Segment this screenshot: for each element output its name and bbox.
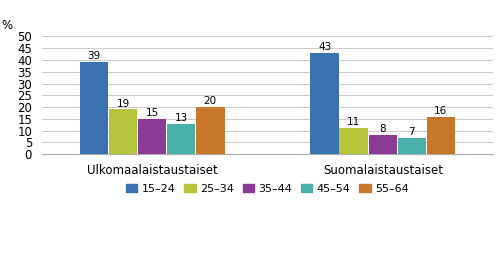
Text: %: % <box>1 19 12 32</box>
Bar <box>310 53 339 154</box>
Text: 13: 13 <box>174 113 188 123</box>
Text: 11: 11 <box>347 117 360 127</box>
Text: 8: 8 <box>380 124 386 134</box>
Bar <box>167 124 196 154</box>
Text: 15: 15 <box>146 108 158 118</box>
Bar <box>398 138 426 154</box>
Bar <box>340 128 368 154</box>
Legend: 15–24, 25–34, 35–44, 45–54, 55–64: 15–24, 25–34, 35–44, 45–54, 55–64 <box>122 179 413 198</box>
Bar <box>426 117 455 154</box>
Bar <box>109 109 138 154</box>
Text: 43: 43 <box>318 42 331 52</box>
Bar <box>196 107 224 154</box>
Text: 7: 7 <box>408 127 415 137</box>
Bar <box>80 62 108 154</box>
Text: 19: 19 <box>116 99 130 109</box>
Text: 20: 20 <box>204 96 217 106</box>
Text: 39: 39 <box>88 51 101 61</box>
Text: 16: 16 <box>434 106 448 116</box>
Bar <box>138 119 166 154</box>
Bar <box>368 136 397 154</box>
